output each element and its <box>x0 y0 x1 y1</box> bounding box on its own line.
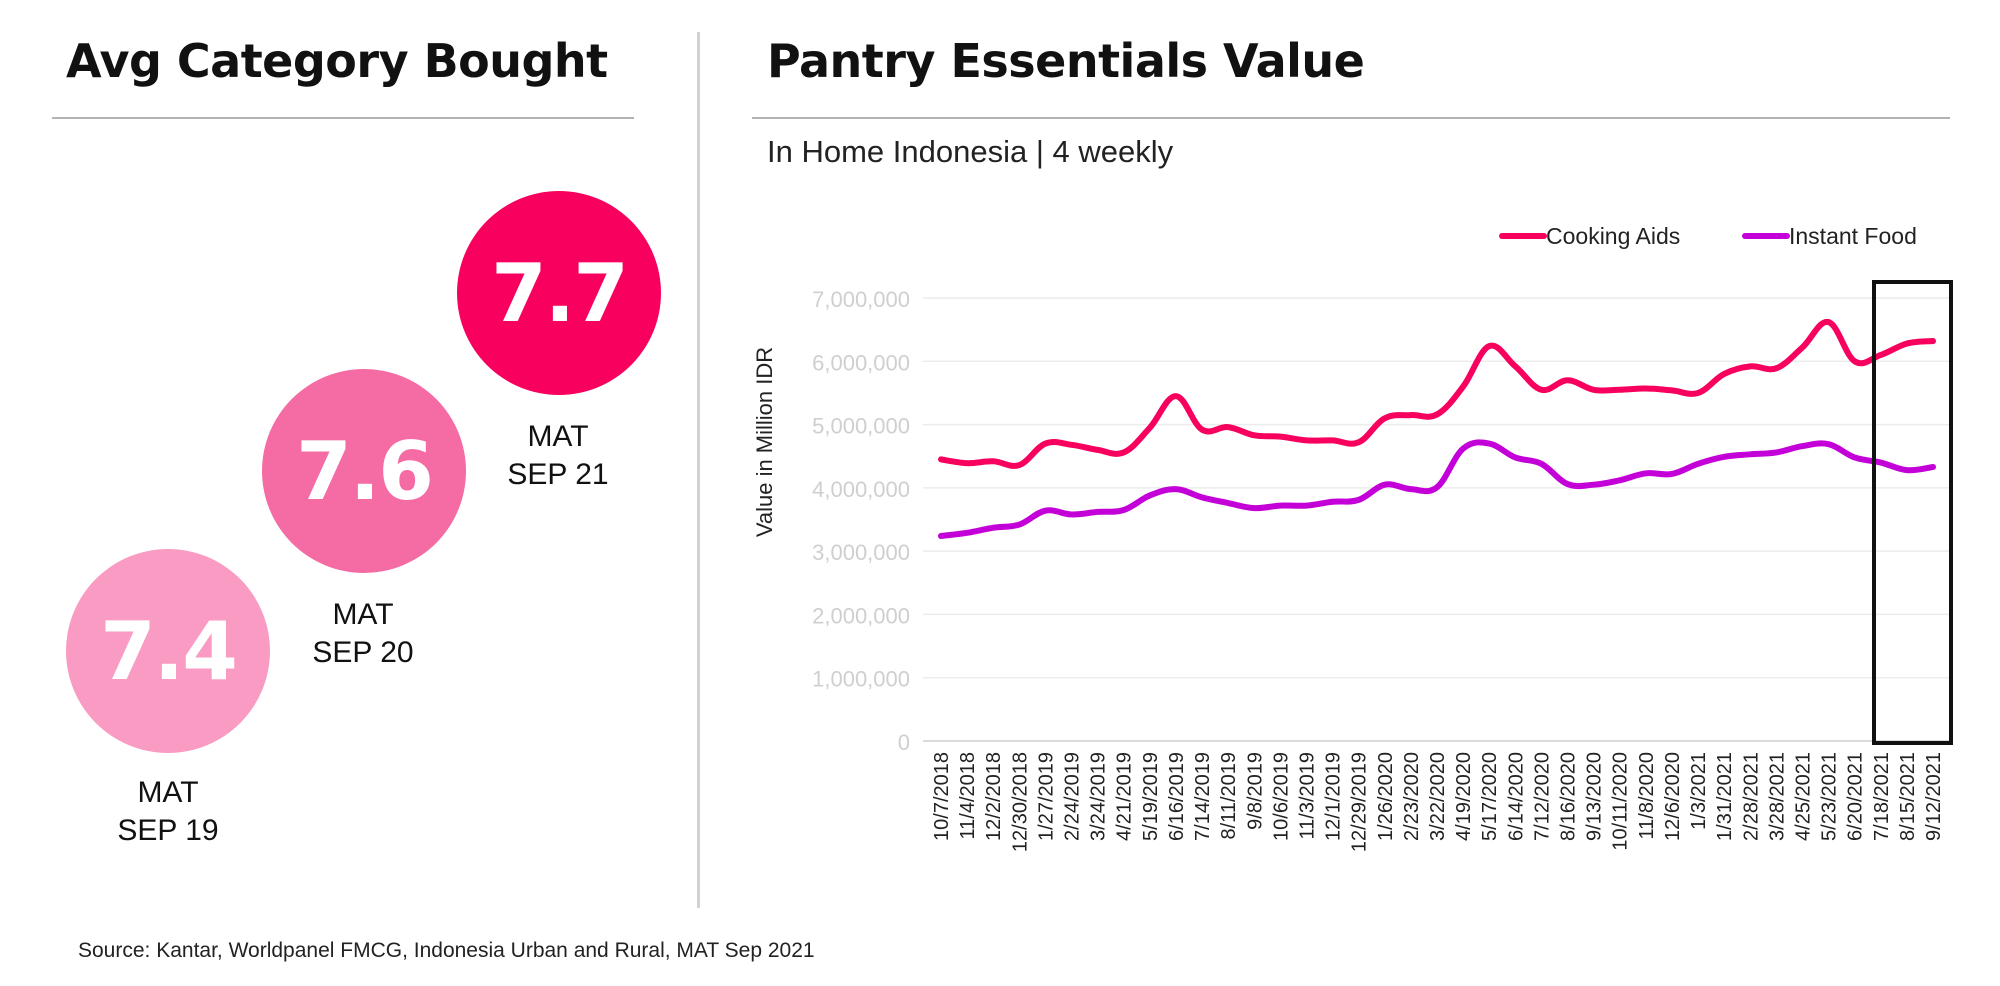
y-tick-label: 1,000,000 <box>812 667 910 692</box>
x-tick-label: 3/28/2021 <box>1766 752 1788 841</box>
x-tick-label: 7/14/2019 <box>1192 752 1214 841</box>
x-tick-label: 5/17/2020 <box>1479 752 1501 841</box>
x-tick-label: 12/1/2019 <box>1323 752 1345 841</box>
chart-subtitle: In Home Indonesia | 4 weekly <box>767 134 1174 169</box>
y-tick-label: 7,000,000 <box>812 287 910 312</box>
x-tick-label: 9/13/2020 <box>1584 752 1606 841</box>
bubble-label-line1: MAT <box>527 420 589 453</box>
bubble-mat-sep-20: 7.6 <box>262 369 466 573</box>
x-tick-label: 6/14/2020 <box>1505 752 1527 841</box>
legend-label: Cooking Aids <box>1546 223 1680 249</box>
legend-label: Instant Food <box>1789 223 1917 249</box>
x-tick-label: 10/7/2018 <box>931 752 953 841</box>
x-tick-label: 12/30/2018 <box>1009 752 1031 852</box>
x-tick-label: 6/20/2021 <box>1845 752 1867 841</box>
bubble-label-line2: SEP 19 <box>117 814 219 847</box>
source-note: Source: Kantar, Worldpanel FMCG, Indones… <box>78 939 815 962</box>
x-tick-label: 5/23/2021 <box>1819 752 1841 841</box>
x-tick-label: 12/2/2018 <box>983 752 1005 841</box>
bubble-mat-sep-19: 7.4 <box>66 549 270 753</box>
x-tick-label: 11/3/2019 <box>1296 752 1318 840</box>
x-tick-label: 2/23/2020 <box>1401 752 1423 841</box>
bubble-value: 7.7 <box>491 246 629 340</box>
y-tick-label: 0 <box>898 730 910 755</box>
x-tick-label: 10/6/2019 <box>1270 752 1292 841</box>
right-title-divider <box>752 117 1950 119</box>
x-tick-label: 11/4/2018 <box>957 752 979 840</box>
bubble-value: 7.6 <box>296 424 434 518</box>
left-title-divider <box>52 117 634 119</box>
line-chart: 0 1,000,000 2,000,000 3,000,000 4,000,000 5,0… <box>752 223 1953 852</box>
x-tick-label: 3/24/2019 <box>1088 752 1110 841</box>
series-line-cooking-aids <box>938 319 1936 469</box>
x-tick-label: 1/3/2021 <box>1688 752 1710 830</box>
bubble-label-line2: SEP 21 <box>507 458 609 491</box>
x-tick-label: 8/16/2020 <box>1558 752 1580 841</box>
x-tick-label: 12/29/2019 <box>1349 752 1371 852</box>
chart-title: Pantry Essentials Value <box>767 34 1365 88</box>
x-tick-label: 2/24/2019 <box>1062 752 1084 841</box>
x-tick-label: 4/21/2019 <box>1114 752 1136 841</box>
x-tick-label: 6/16/2019 <box>1166 752 1188 841</box>
x-tick-label: 7/18/2021 <box>1871 752 1893 841</box>
x-tick-label: 1/31/2021 <box>1714 752 1736 841</box>
y-tick-label: 5,000,000 <box>812 414 910 439</box>
x-tick-label: 8/11/2019 <box>1218 752 1240 840</box>
x-tick-label: 12/6/2020 <box>1662 752 1684 841</box>
y-tick-label: 3,000,000 <box>812 540 910 565</box>
bubble-label-mat-sep-20: MAT SEP 20 <box>263 596 463 672</box>
x-tick-label: 8/15/2021 <box>1897 752 1919 841</box>
y-tick-label: 4,000,000 <box>812 477 910 502</box>
bubble-mat-sep-21: 7.7 <box>457 191 661 395</box>
bubble-label-mat-sep-21: MAT SEP 21 <box>458 418 658 494</box>
x-tick-label: 4/25/2021 <box>1792 752 1814 841</box>
bubble-label-mat-sep-19: MAT SEP 19 <box>68 774 268 850</box>
x-tick-label: 1/26/2020 <box>1375 752 1397 841</box>
x-tick-label: 9/8/2019 <box>1244 752 1266 830</box>
bubble-label-line1: MAT <box>137 776 199 809</box>
x-tick-label: 10/11/2020 <box>1610 752 1632 851</box>
left-panel-title: Avg Category Bought <box>66 34 608 88</box>
x-tick-label: 2/28/2021 <box>1740 752 1762 841</box>
series-line-instant-food <box>938 439 1936 539</box>
y-tick-label: 2,000,000 <box>812 603 910 628</box>
x-tick-label: 1/27/2019 <box>1035 752 1057 841</box>
bubble-label-line2: SEP 20 <box>312 636 414 669</box>
x-tick-label: 4/19/2020 <box>1453 752 1475 841</box>
panel-divider <box>697 32 700 908</box>
bubble-value: 7.4 <box>100 604 238 698</box>
x-tick-label: 11/8/2020 <box>1636 752 1658 840</box>
bubble-label-line1: MAT <box>332 598 394 631</box>
y-tick-label: 6,000,000 <box>812 350 910 375</box>
x-tick-label: 9/12/2021 <box>1923 752 1945 841</box>
highlight-box <box>1872 280 1953 745</box>
x-tick-label: 3/22/2020 <box>1427 752 1449 841</box>
x-tick-label: 7/12/2020 <box>1531 752 1553 841</box>
x-tick-label: 5/19/2019 <box>1140 752 1162 841</box>
y-axis-title: Value in Million IDR <box>752 347 777 537</box>
